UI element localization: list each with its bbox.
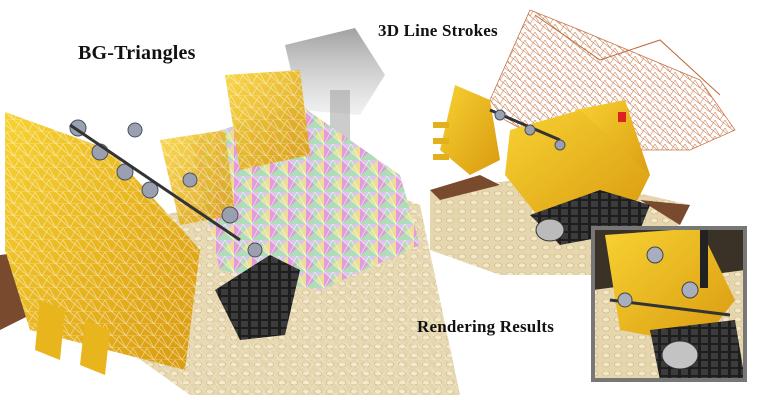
rendering-inset xyxy=(591,226,747,382)
rendering-results-label: Rendering Results xyxy=(417,317,555,336)
line-strokes-label: 3D Line Strokes xyxy=(378,21,498,40)
bg-triangles-label: BG-Triangles xyxy=(78,42,196,64)
bg-triangles-render xyxy=(0,28,460,395)
line-strokes-render xyxy=(489,9,736,151)
